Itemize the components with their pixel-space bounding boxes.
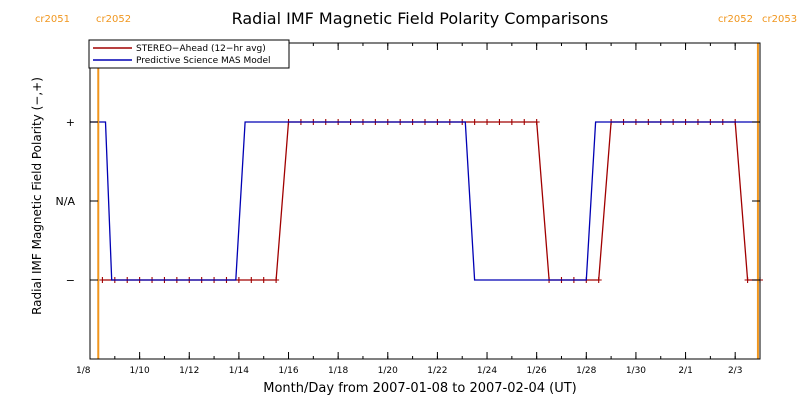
- data-point-0-11: [235, 277, 242, 283]
- legend-label-mas-model: Predictive Science MAS Model: [136, 56, 271, 66]
- x-tick-label-7: 1/22: [427, 366, 447, 376]
- data-point-0-32: [496, 119, 503, 125]
- x-tick-label-2: 1/12: [179, 366, 199, 376]
- legend: STEREO−Ahead (12−hr avg) Predictive Scie…: [88, 39, 290, 69]
- plot-frame: [89, 42, 761, 360]
- data-point-0-33: [508, 119, 515, 125]
- series-layer: [90, 119, 763, 283]
- data-point-0-14: [273, 277, 280, 283]
- data-point-0-31: [484, 119, 491, 125]
- data-point-0-0: [99, 277, 106, 283]
- x-tick-label-4: 1/16: [278, 366, 298, 376]
- x-tick-label-8: 1/24: [477, 366, 497, 376]
- y-axis-label: Radial IMF Magnetic Field Polarity (−,+): [30, 77, 44, 315]
- data-point-0-52: [744, 277, 751, 283]
- x-tick-label-0: 1/8: [76, 366, 91, 376]
- y-axis: + N/A −: [56, 116, 760, 287]
- x-tick-label-12: 2/1: [678, 366, 692, 376]
- carrington-label-cr2052-start: cr2052: [96, 14, 131, 25]
- x-tick-label-13: 2/3: [728, 366, 742, 376]
- x-tick-label-5: 1/18: [328, 366, 348, 376]
- x-axis: 1/8 1/10 1/12 1/14 1/16 1/18 1/20 1/22 1/24 1/26 1…: [76, 43, 761, 376]
- data-point-0-40: [595, 277, 602, 283]
- x-tick-label-11: 1/30: [626, 366, 646, 376]
- x-tick-label-6: 1/20: [378, 366, 398, 376]
- carrington-label-cr2051: cr2051: [35, 14, 70, 25]
- data-point-0-30: [471, 119, 478, 125]
- carrington-label-cr2053: cr2053: [762, 14, 797, 25]
- legend-box: [88, 39, 290, 69]
- x-axis-label: Month/Day from 2007-01-08 to 2007-02-04 …: [263, 381, 576, 396]
- series-line-1: [90, 121, 760, 281]
- data-point-0-35: [533, 119, 540, 125]
- carrington-label-cr2052-end: cr2052: [718, 14, 753, 25]
- y-tick-label-1: N/A: [56, 195, 76, 208]
- legend-label-stereo: STEREO−Ahead (12−hr avg): [136, 44, 266, 54]
- y-tick-label-2: −: [66, 274, 75, 287]
- chart-title: Radial IMF Magnetic Field Polarity Compa…: [232, 9, 609, 28]
- data-point-0-13: [260, 277, 267, 283]
- x-tick-label-10: 1/28: [576, 366, 596, 376]
- carrington-markers: [97, 43, 759, 359]
- data-point-0-12: [248, 277, 255, 283]
- x-tick-label-9: 1/26: [527, 366, 547, 376]
- x-tick-label-1: 1/10: [130, 366, 150, 376]
- series-line-0: [102, 121, 760, 281]
- y-tick-label-0: +: [66, 116, 75, 129]
- x-tick-label-3: 1/14: [229, 366, 249, 376]
- data-point-0-34: [521, 119, 528, 125]
